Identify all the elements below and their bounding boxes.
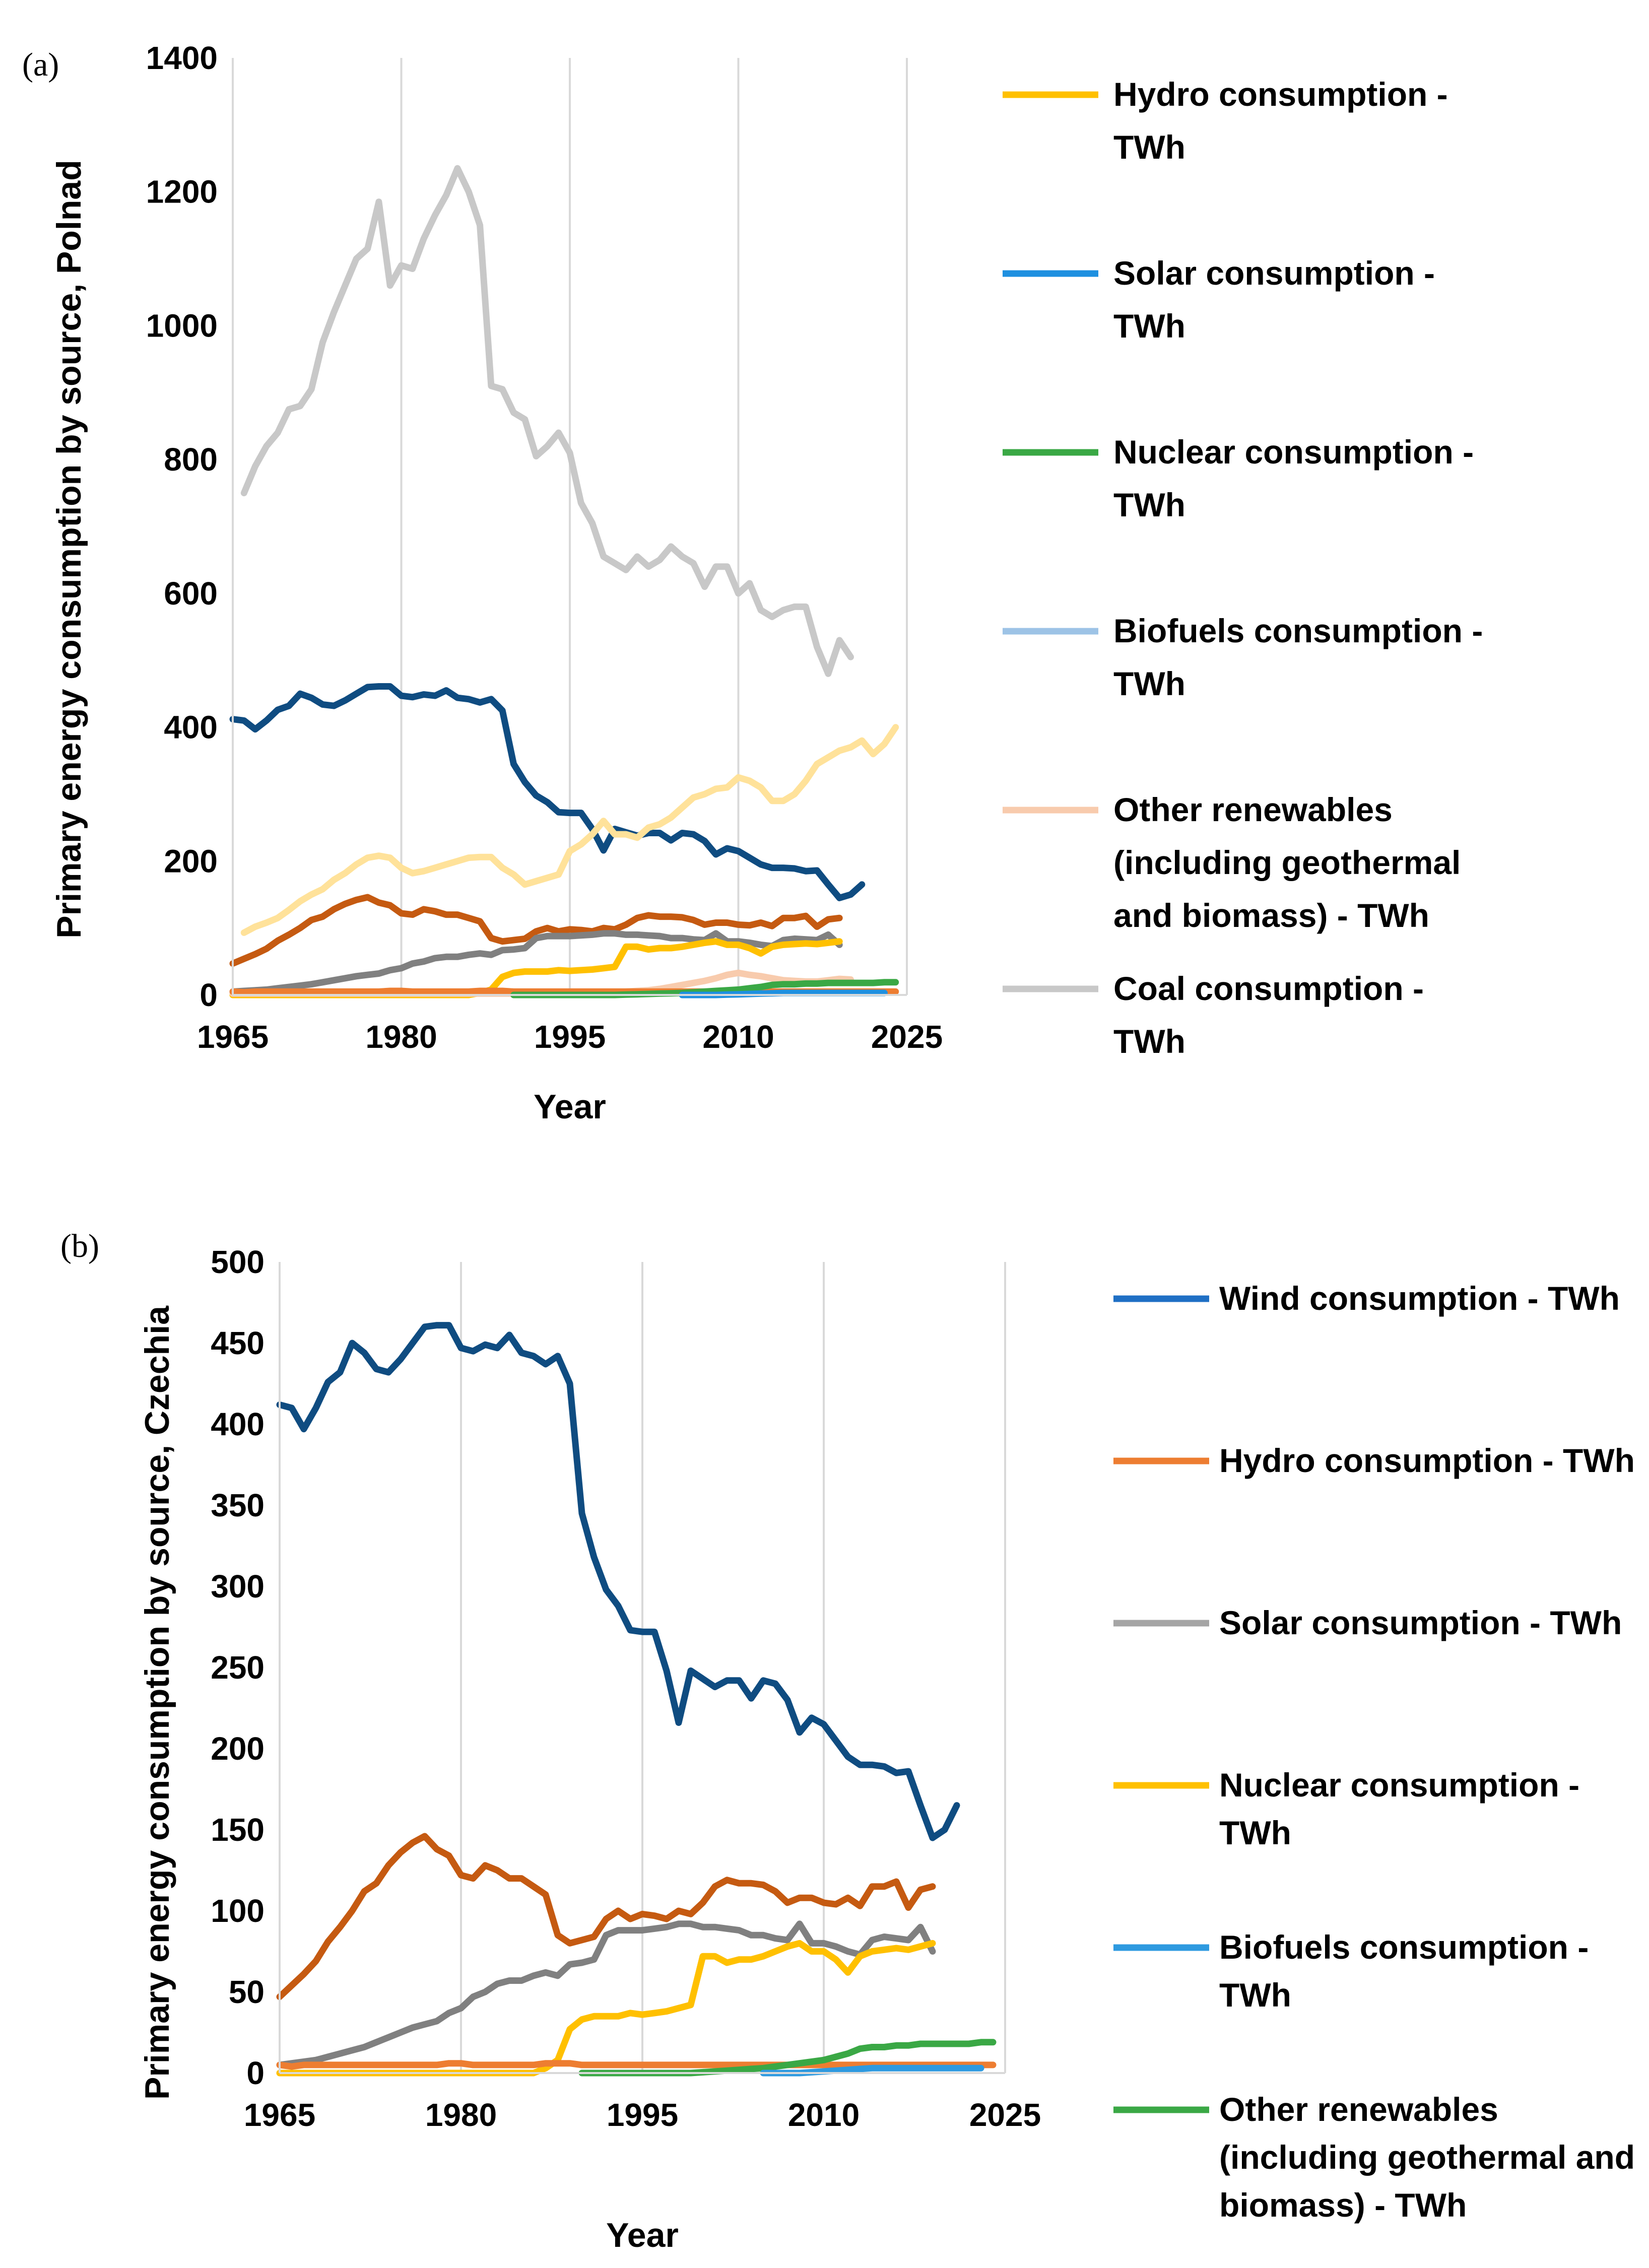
y-tick-label: 800 [164,441,218,478]
legend-label-3: Nuclear consumption - [1219,1766,1579,1804]
x-tick-label: 1980 [365,1019,437,1055]
x-tick-label: 1995 [607,2097,678,2133]
legend-label-5: TWh [1113,1023,1185,1060]
series-line-2 [240,724,899,936]
legend-label-3: Biofuels consumption - [1113,612,1483,649]
panel-b-y-axis-title: Primary energy consumption by source, Cz… [138,1305,176,2100]
y-tick-label: 0 [246,2055,265,2091]
legend-label-4: Other renewables [1113,791,1393,828]
x-tick-label: 2025 [871,1019,943,1055]
legend-label-5: biomass) - TWh [1219,2186,1467,2224]
panel-b-axes [279,1262,1005,2074]
panel-a-legend: Hydro consumption - TWh Solar consumption … [1003,76,1483,1060]
legend-label-0: TWh [1113,128,1185,166]
legend-label-1: Hydro consumption - TWh [1219,1442,1635,1479]
panel-a-x-tick-labels: 1965 1980 1995 2010 2025 [197,1019,943,1055]
y-tick-label: 0 [200,977,218,1013]
y-tick-label: 300 [211,1568,265,1605]
legend-label-2: Solar consumption - TWh [1219,1604,1622,1641]
legend-label-1: Solar consumption - [1113,254,1435,292]
y-tick-label: 600 [164,575,218,612]
y-tick-label: 400 [211,1406,265,1442]
y-tick-label: 150 [211,1812,265,1848]
legend-label-2: TWh [1113,486,1185,523]
legend-label-3: TWh [1113,665,1185,702]
x-tick-label: 2010 [788,2097,860,2133]
x-tick-label: 2025 [969,2097,1041,2133]
x-tick-label: 2010 [702,1019,774,1055]
y-tick-label: 250 [211,1649,265,1686]
series-line-0 [240,165,854,677]
legend-label-4: and biomass) - TWh [1113,897,1429,934]
panel-a-y-tick-labels: 0 200 400 600 800 1000 1200 1400 [146,40,218,1013]
legend-label-1: TWh [1113,307,1185,345]
legend-label-2: Nuclear consumption - [1113,433,1474,471]
legend-label-4: Biofuels consumption - [1219,1928,1589,1966]
panel-a-axes [232,58,907,996]
y-tick-label: 350 [211,1487,265,1523]
panel-a-y-axis-title: Primary energy consumption by source, Po… [50,160,88,939]
legend-label-0: Wind consumption - TWh [1219,1280,1620,1317]
y-tick-label: 1400 [146,40,218,76]
y-tick-label: 50 [229,1974,265,2010]
panel-a-x-axis-title: Year [534,1088,606,1126]
legend-label-5: Other renewables [1219,2091,1498,2128]
panel-b-series [276,1322,997,2077]
series-line-4 [229,930,843,995]
x-tick-label: 1965 [197,1019,269,1055]
y-tick-label: 200 [164,843,218,879]
y-tick-label: 1000 [146,307,218,344]
legend-label-5: (including geothermal and [1219,2139,1635,2176]
series-line-2 [276,1920,936,2069]
panel-a-series [229,165,899,998]
legend-label-5: Coal consumption - [1113,970,1424,1007]
panel-label-a: (a) [22,46,59,83]
y-tick-label: 200 [211,1730,265,1767]
series-line-1 [276,1833,936,2000]
panel-b-y-tick-labels: 0 50 100 150 200 250 300 350 400 450 500 [211,1244,265,2091]
legend-label-4: TWh [1219,1976,1291,2014]
x-tick-label: 1995 [534,1019,606,1055]
y-tick-label: 450 [211,1325,265,1361]
legend-label-3: TWh [1219,1814,1291,1851]
panel-b-x-tick-labels: 1965 1980 1995 2010 2025 [244,2097,1041,2133]
y-tick-label: 100 [211,1893,265,1929]
legend-label-4: (including geothermal [1113,844,1461,881]
x-tick-label: 1980 [425,2097,497,2133]
x-tick-label: 1965 [244,2097,315,2133]
y-tick-label: 1200 [146,174,218,210]
panel-label-b: (b) [60,1228,99,1264]
y-tick-label: 400 [164,709,218,746]
series-line-0 [276,1322,960,1841]
series-line-3 [276,1940,936,2077]
legend-label-0: Hydro consumption - [1113,76,1448,113]
panel-b-x-axis-title: Year [606,2216,679,2254]
y-tick-label: 500 [211,1244,265,1280]
series-line-3 [229,894,843,967]
series-line-1 [229,683,866,901]
panel-b-legend: Wind consumption - TWh Hydro consumption … [1113,1280,1635,2224]
